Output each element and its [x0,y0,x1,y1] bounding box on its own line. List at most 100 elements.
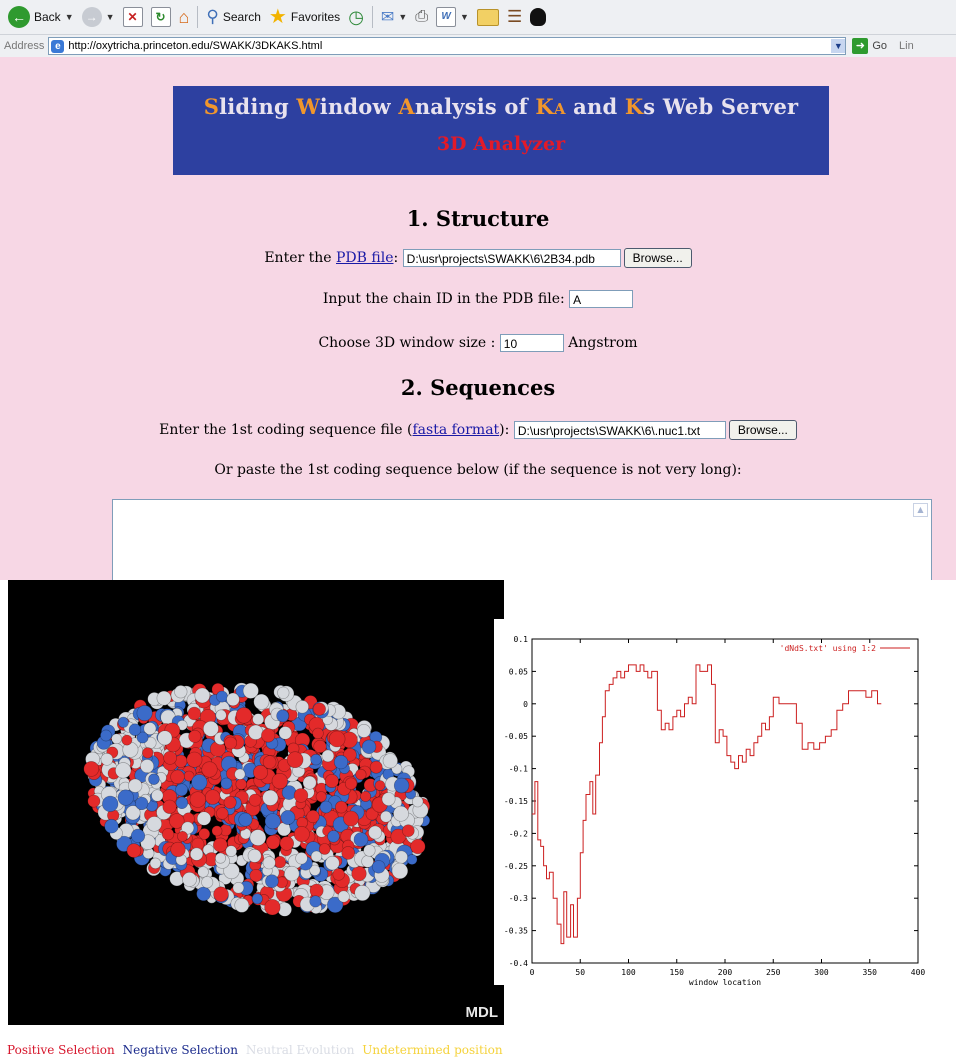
penguin-icon [530,8,547,26]
home-button[interactable]: ⌂ [179,7,190,28]
address-url[interactable]: http://oxytricha.princeton.edu/SWAKK/3DK… [68,40,323,52]
pdb-file-link[interactable]: PDB file [336,250,394,266]
selection-legend: Positive Selection Negative Selection Ne… [7,1043,507,1057]
sequence-browse-button[interactable]: Browse... [728,420,797,440]
paste-sequence-label: Or paste the 1st coding sequence below (… [214,462,742,478]
mail-button[interactable]: ✉ ▼ [381,7,407,27]
chain-id-input[interactable]: A [569,290,634,308]
series-line-0 [532,664,882,945]
x-tick-label: 200 [718,968,733,977]
y-tick-label: 0.1 [514,635,529,644]
stop-button[interactable]: ✕ [122,7,143,27]
scroll-up-icon[interactable]: ▲ [913,503,928,517]
legend-positive-selection: Positive Selection [7,1043,115,1057]
research-button[interactable]: ☰ [507,7,522,27]
x-tick-label: 50 [575,968,585,977]
stop-icon: ✕ [122,7,143,27]
x-tick-label: 300 [814,968,829,977]
chevron-down-icon[interactable]: ▼ [831,39,846,53]
forward-button[interactable]: → ▼ [81,7,115,27]
y-tick-label: -0.2 [509,829,528,838]
legend-undetermined-position: Undetermined position [362,1043,503,1057]
fasta-format-link[interactable]: fasta format [412,422,500,438]
atom-spheres [83,682,431,917]
window-size-row: Choose 3D window size : 10 Angstrom [318,334,638,352]
x-axis-label: window location [689,978,761,985]
edit-button[interactable]: W ▼ [436,7,469,27]
forward-arrow-icon: → [81,7,102,27]
page-content: Sliding Window Analysis of KA and Ks Web… [0,57,956,580]
toolbar-divider [371,6,373,28]
folder-button[interactable] [476,8,499,26]
header-banner: Sliding Window Analysis of KA and Ks Web… [173,86,829,175]
mail-icon: ✉ [380,9,395,26]
refresh-icon: ↻ [150,7,171,27]
sequence-file-input[interactable]: D:\usr\projects\SWAKK\6\.nuc1.txt [513,421,726,439]
favorites-button[interactable]: ★ Favorites [268,6,341,28]
plot-frame [531,638,919,964]
y-tick-label: 0.05 [509,667,528,676]
chevron-down-icon: ▼ [105,12,115,22]
x-tick-label: 100 [621,968,636,977]
y-tick-label: 0 [523,700,528,709]
search-button[interactable]: ⚲ Search [206,7,261,26]
y-tick-label: -0.05 [504,732,528,741]
chain-id-row: Input the chain ID in the PDB file: A [0,290,956,308]
x-tick-label: 400 [911,968,926,977]
legend-neutral-evolution: Neutral Evolution [245,1043,355,1057]
y-tick-label: -0.15 [504,797,528,806]
page-title: Sliding Window Analysis of KA and Ks Web… [203,94,799,119]
y-tick-label: -0.3 [509,894,528,903]
messenger-button[interactable] [530,8,547,26]
address-bar: Address e http://oxytricha.princeton.edu… [0,34,956,57]
toolbar-divider [197,6,199,28]
molecule-3d-view[interactable]: MDL [8,580,504,1025]
pdb-file-input[interactable]: D:\usr\projects\SWAKK\6\2B34.pdb [402,249,621,267]
back-arrow-icon: ← [8,6,30,28]
address-label: Address [4,40,45,52]
print-button[interactable]: ⎙ [415,8,428,26]
books-icon: ☰ [506,7,523,26]
go-arrow-icon: ➜ [852,38,869,54]
address-input[interactable]: e http://oxytricha.princeton.edu/SWAKK/3… [48,37,847,55]
y-tick-label: -0.1 [509,765,528,774]
history-button[interactable]: ◷ [348,7,364,28]
y-tick-label: -0.25 [504,862,528,871]
chevron-down-icon: ▼ [398,12,408,22]
x-tick-label: 0 [530,968,535,977]
chevron-down-icon: ▼ [64,12,74,22]
sequence-file-row: Enter the 1st coding sequence file (fast… [0,420,956,440]
x-tick-label: 150 [670,968,685,977]
y-tick-label: -0.35 [504,927,528,936]
history-icon: ◷ [348,6,364,27]
back-button[interactable]: ← Back ▼ [8,6,74,28]
y-tick-label: -0.4 [509,959,528,968]
browser-toolbar: ← Back ▼ → ▼ ✕ ↻ ⌂ ⚲ Search ★ Favorites … [0,0,956,34]
go-button[interactable]: ➜ Go [852,38,887,54]
star-icon: ★ [268,6,287,28]
mdl-logo: MDL [465,1004,499,1021]
home-icon: ⌂ [178,6,190,27]
chevron-down-icon: ▼ [460,12,469,22]
protein-structure-image [83,682,431,917]
legend-negative-selection: Negative Selection [122,1043,238,1057]
x-tick-label: 350 [863,968,878,977]
pdb-file-row: Enter the PDB file: D:\usr\projects\SWAK… [0,248,956,268]
edit-icon: W [436,7,457,27]
refresh-button[interactable]: ↻ [150,7,171,27]
folder-icon [476,8,499,26]
sequence-textarea[interactable]: ▲ [112,499,932,580]
dnds-line-chart: 0.1 0.05 0 -0.05 -0.1 -0.15 -0.2 -0.25 -0.3 -0.35… [494,619,956,987]
links-label[interactable]: Lin [899,40,914,52]
structure-heading: 1. Structure [406,206,550,231]
search-icon: ⚲ [206,7,219,26]
print-icon: ⎙ [415,8,429,25]
page-subtitle: 3D Analyzer [436,133,566,155]
legend-series-label: 'dNdS.txt' using 1:2 [780,644,877,653]
page-icon: e [51,39,65,53]
pdb-browse-button[interactable]: Browse... [623,248,692,268]
x-tick-label: 250 [766,968,781,977]
sequences-heading: 2. Sequences [400,375,556,400]
chart-canvas: 0.1 0.05 0 -0.05 -0.1 -0.15 -0.2 -0.25 -0.3 -0.35… [504,635,926,987]
window-size-input[interactable]: 10 [499,334,564,352]
